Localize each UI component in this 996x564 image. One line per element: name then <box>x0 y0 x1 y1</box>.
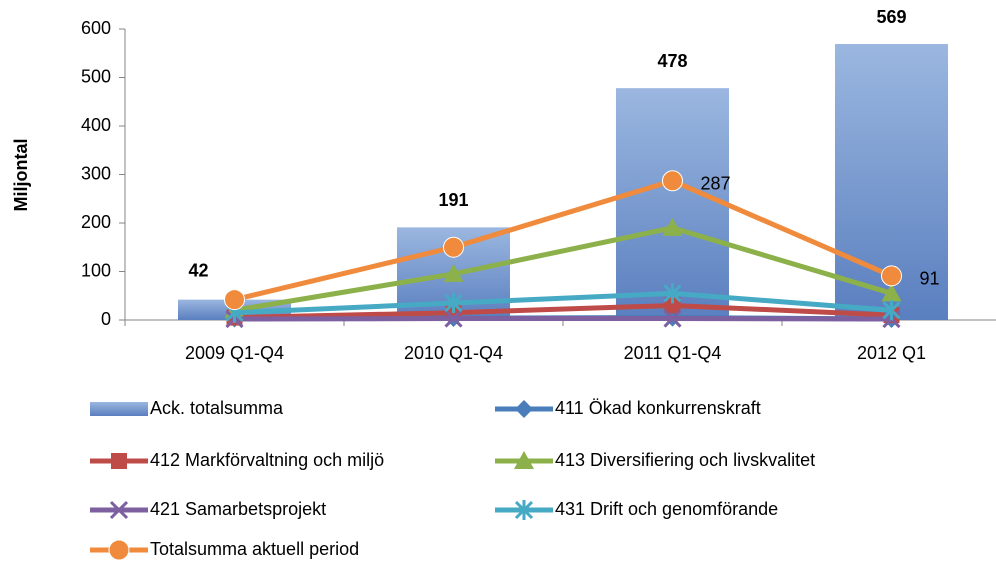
data-label: 287 <box>701 174 731 194</box>
legend-label: 431 Drift och genomförande <box>555 499 778 519</box>
series-line <box>234 302 892 321</box>
y-tick-label: 100 <box>81 260 111 280</box>
x-tick-label: 2010 Q1-Q4 <box>404 343 503 363</box>
marker <box>108 539 130 561</box>
data-label: 42 <box>188 260 208 280</box>
legend-label: 413 Diversifiering och livskvalitet <box>555 450 815 470</box>
marker <box>882 300 901 321</box>
marker <box>664 297 681 314</box>
y-tick-label: 600 <box>81 18 111 38</box>
legend-label: 411 Ökad konkurrenskraft <box>555 398 761 418</box>
legend-swatch <box>90 402 148 416</box>
marker <box>663 283 682 304</box>
marker <box>443 236 464 258</box>
marker <box>515 400 533 418</box>
series-line <box>234 290 892 316</box>
marker <box>444 293 463 314</box>
legend-label: 421 Samarbetsprojekt <box>150 499 326 519</box>
series-line <box>234 225 893 313</box>
legend-item: 412 Markförvaltning och miljö <box>90 450 384 470</box>
legend-label: Totalsumma aktuell period <box>150 539 359 559</box>
x-tick-label: 2009 Q1-Q4 <box>185 343 284 363</box>
legend-label: Ack. totalsumma <box>150 398 284 418</box>
marker <box>881 265 902 287</box>
y-tick-label: 300 <box>81 163 111 183</box>
legend-item: Ack. totalsumma <box>90 398 284 418</box>
marker <box>514 451 534 469</box>
marker <box>224 289 245 311</box>
legend-item: 411 Ökad konkurrenskraft <box>495 398 761 418</box>
legend-item: 413 Diversifiering och livskvalitet <box>495 450 815 470</box>
marker <box>109 500 129 520</box>
x-tick-label: 2012 Q1 <box>857 343 926 363</box>
data-label: 478 <box>657 51 687 71</box>
legend-label: 412 Markförvaltning och miljö <box>150 450 384 470</box>
marker <box>443 263 464 282</box>
data-label: 91 <box>920 269 940 289</box>
marker <box>444 309 463 328</box>
marker <box>663 309 682 328</box>
y-tick-label: 500 <box>81 66 111 86</box>
legend-item: Totalsumma aktuell period <box>90 539 359 561</box>
marker <box>514 500 534 520</box>
y-tick-label: 200 <box>81 212 111 232</box>
marker <box>662 217 683 236</box>
bar <box>616 88 729 320</box>
y-tick-label: 400 <box>81 115 111 135</box>
legend-item: 421 Samarbetsprojekt <box>90 499 326 520</box>
marker <box>662 170 683 192</box>
legend-item: 431 Drift och genomförande <box>495 499 778 520</box>
data-label: 191 <box>438 190 468 210</box>
marker <box>111 453 127 469</box>
y-axis-label: Miljontal <box>11 139 31 212</box>
x-tick-label: 2011 Q1-Q4 <box>624 343 722 363</box>
series-line <box>233 178 893 303</box>
data-label: 569 <box>876 7 906 27</box>
marker <box>881 283 902 302</box>
y-tick-label: 0 <box>101 309 111 329</box>
